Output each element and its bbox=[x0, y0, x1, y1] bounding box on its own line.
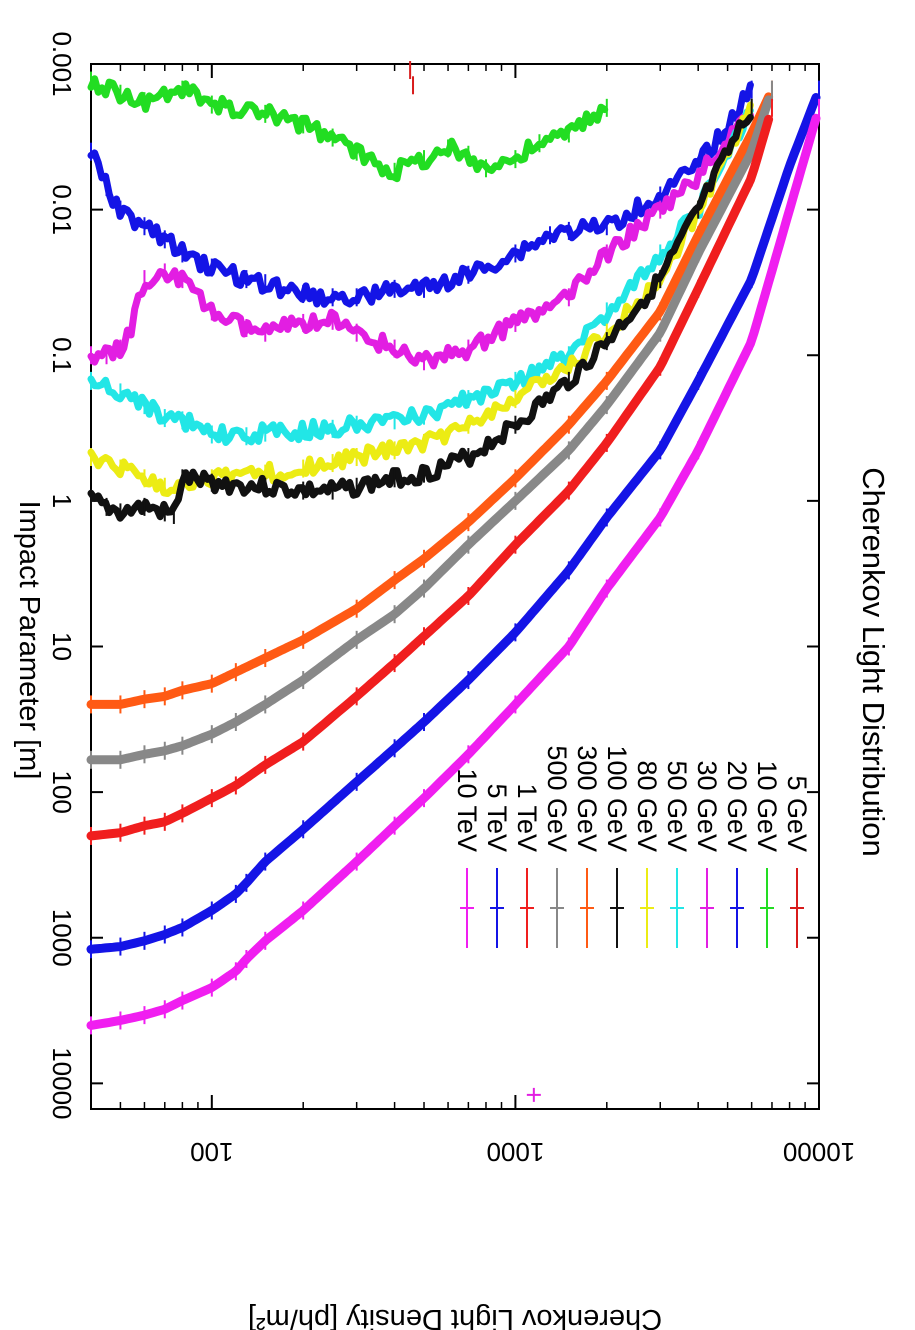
y-tick-label: 0.01 bbox=[47, 184, 77, 235]
series-line bbox=[86, 114, 774, 841]
legend-label: 1 TeV bbox=[512, 783, 542, 852]
y-tick-label: 10000 bbox=[47, 1047, 77, 1119]
series-line bbox=[87, 81, 754, 308]
series-300-gev bbox=[86, 80, 774, 714]
y-tick-label: 0.1 bbox=[47, 337, 77, 373]
legend-label: 5 GeV bbox=[782, 775, 812, 852]
y-tick-label: 100 bbox=[47, 770, 77, 813]
legend-label: 300 GeV bbox=[572, 745, 602, 852]
series-line bbox=[87, 75, 609, 183]
legend-label: 80 GeV bbox=[632, 760, 662, 852]
legend-entry: 20 GeV bbox=[722, 760, 752, 948]
legend-label: 30 GeV bbox=[692, 760, 722, 852]
series-line bbox=[86, 92, 774, 709]
series-line bbox=[86, 95, 774, 765]
plot-frame bbox=[90, 63, 820, 1110]
y-tick-label: 10 bbox=[47, 632, 77, 661]
legend-entry: 500 GeV bbox=[542, 745, 572, 948]
series-500-gev bbox=[86, 80, 774, 769]
legend-entry: 10 TeV bbox=[452, 768, 482, 948]
legend-entry: 50 GeV bbox=[662, 760, 692, 948]
series-1-tev bbox=[86, 98, 774, 845]
series-50-gev bbox=[87, 98, 754, 446]
legend-entry: 30 GeV bbox=[692, 760, 722, 948]
legend-entry: 100 GeV bbox=[602, 745, 632, 948]
x-axis-label: Impact Parameter [m] bbox=[13, 501, 45, 780]
legend-label: 100 GeV bbox=[602, 745, 632, 852]
series-line bbox=[87, 107, 754, 446]
chart-title: Cherenkov Light Distribution bbox=[856, 467, 891, 856]
legend-entry: 80 GeV bbox=[632, 760, 662, 948]
legend-label: 10 GeV bbox=[752, 760, 782, 852]
legend-entry: 5 GeV bbox=[782, 775, 812, 948]
y-tick-label: 0.001 bbox=[47, 31, 77, 96]
data-series bbox=[86, 61, 821, 1102]
series-30-gev bbox=[87, 98, 754, 371]
x-tick-label: 100 bbox=[190, 1137, 233, 1167]
y-axis-label: Cherenkov Light Density [ph/m²] bbox=[248, 1303, 662, 1330]
series-10-gev bbox=[87, 71, 609, 183]
series-5-gev bbox=[409, 61, 415, 95]
legend-entry: 10 GeV bbox=[752, 760, 782, 948]
x-tick-label: 1000 bbox=[486, 1137, 544, 1167]
legend-label: 10 TeV bbox=[452, 768, 482, 852]
legend-label: 500 GeV bbox=[542, 745, 572, 852]
axis-ticks: 0.001 0.01 0.1 1 10 100 1000 10000 100 1000 10000 bbox=[47, 31, 855, 1167]
series-5-tev bbox=[86, 80, 821, 959]
series-100-gev bbox=[87, 98, 754, 524]
outlier-marker bbox=[526, 1087, 541, 1102]
series-10-tev bbox=[86, 98, 821, 1035]
legend-entry: 300 GeV bbox=[572, 745, 602, 948]
series-line bbox=[87, 113, 754, 522]
legend-label: 5 TeV bbox=[482, 783, 512, 852]
x-tick-label: 10000 bbox=[783, 1137, 855, 1167]
legend-entry: 1 TeV bbox=[512, 783, 542, 948]
series-line bbox=[87, 111, 754, 370]
legend-entry: 5 TeV bbox=[482, 783, 512, 948]
series-20-gev bbox=[87, 80, 754, 308]
y-tick-label: 1 bbox=[47, 494, 77, 508]
legend-label: 20 GeV bbox=[722, 760, 752, 852]
y-tick-label: 1000 bbox=[47, 909, 77, 967]
legend-label: 50 GeV bbox=[662, 760, 692, 852]
